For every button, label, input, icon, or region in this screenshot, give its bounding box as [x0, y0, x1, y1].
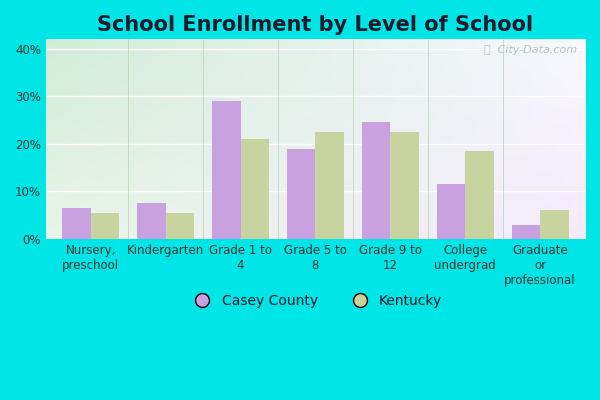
Bar	[91, 213, 119, 239]
Bar	[316, 132, 344, 239]
Bar	[465, 151, 494, 239]
Bar	[362, 122, 391, 239]
Bar	[287, 149, 316, 239]
Bar	[512, 225, 540, 239]
Bar	[241, 139, 269, 239]
Bar	[62, 208, 91, 239]
Bar	[437, 184, 465, 239]
Bar	[391, 132, 419, 239]
Legend: Casey County, Kentucky: Casey County, Kentucky	[188, 294, 442, 308]
Text: ⓘ  City-Data.com: ⓘ City-Data.com	[484, 45, 577, 55]
Bar	[540, 210, 569, 239]
Bar	[137, 203, 166, 239]
Bar	[212, 101, 241, 239]
Bar	[166, 213, 194, 239]
Title: School Enrollment by Level of School: School Enrollment by Level of School	[97, 15, 533, 35]
